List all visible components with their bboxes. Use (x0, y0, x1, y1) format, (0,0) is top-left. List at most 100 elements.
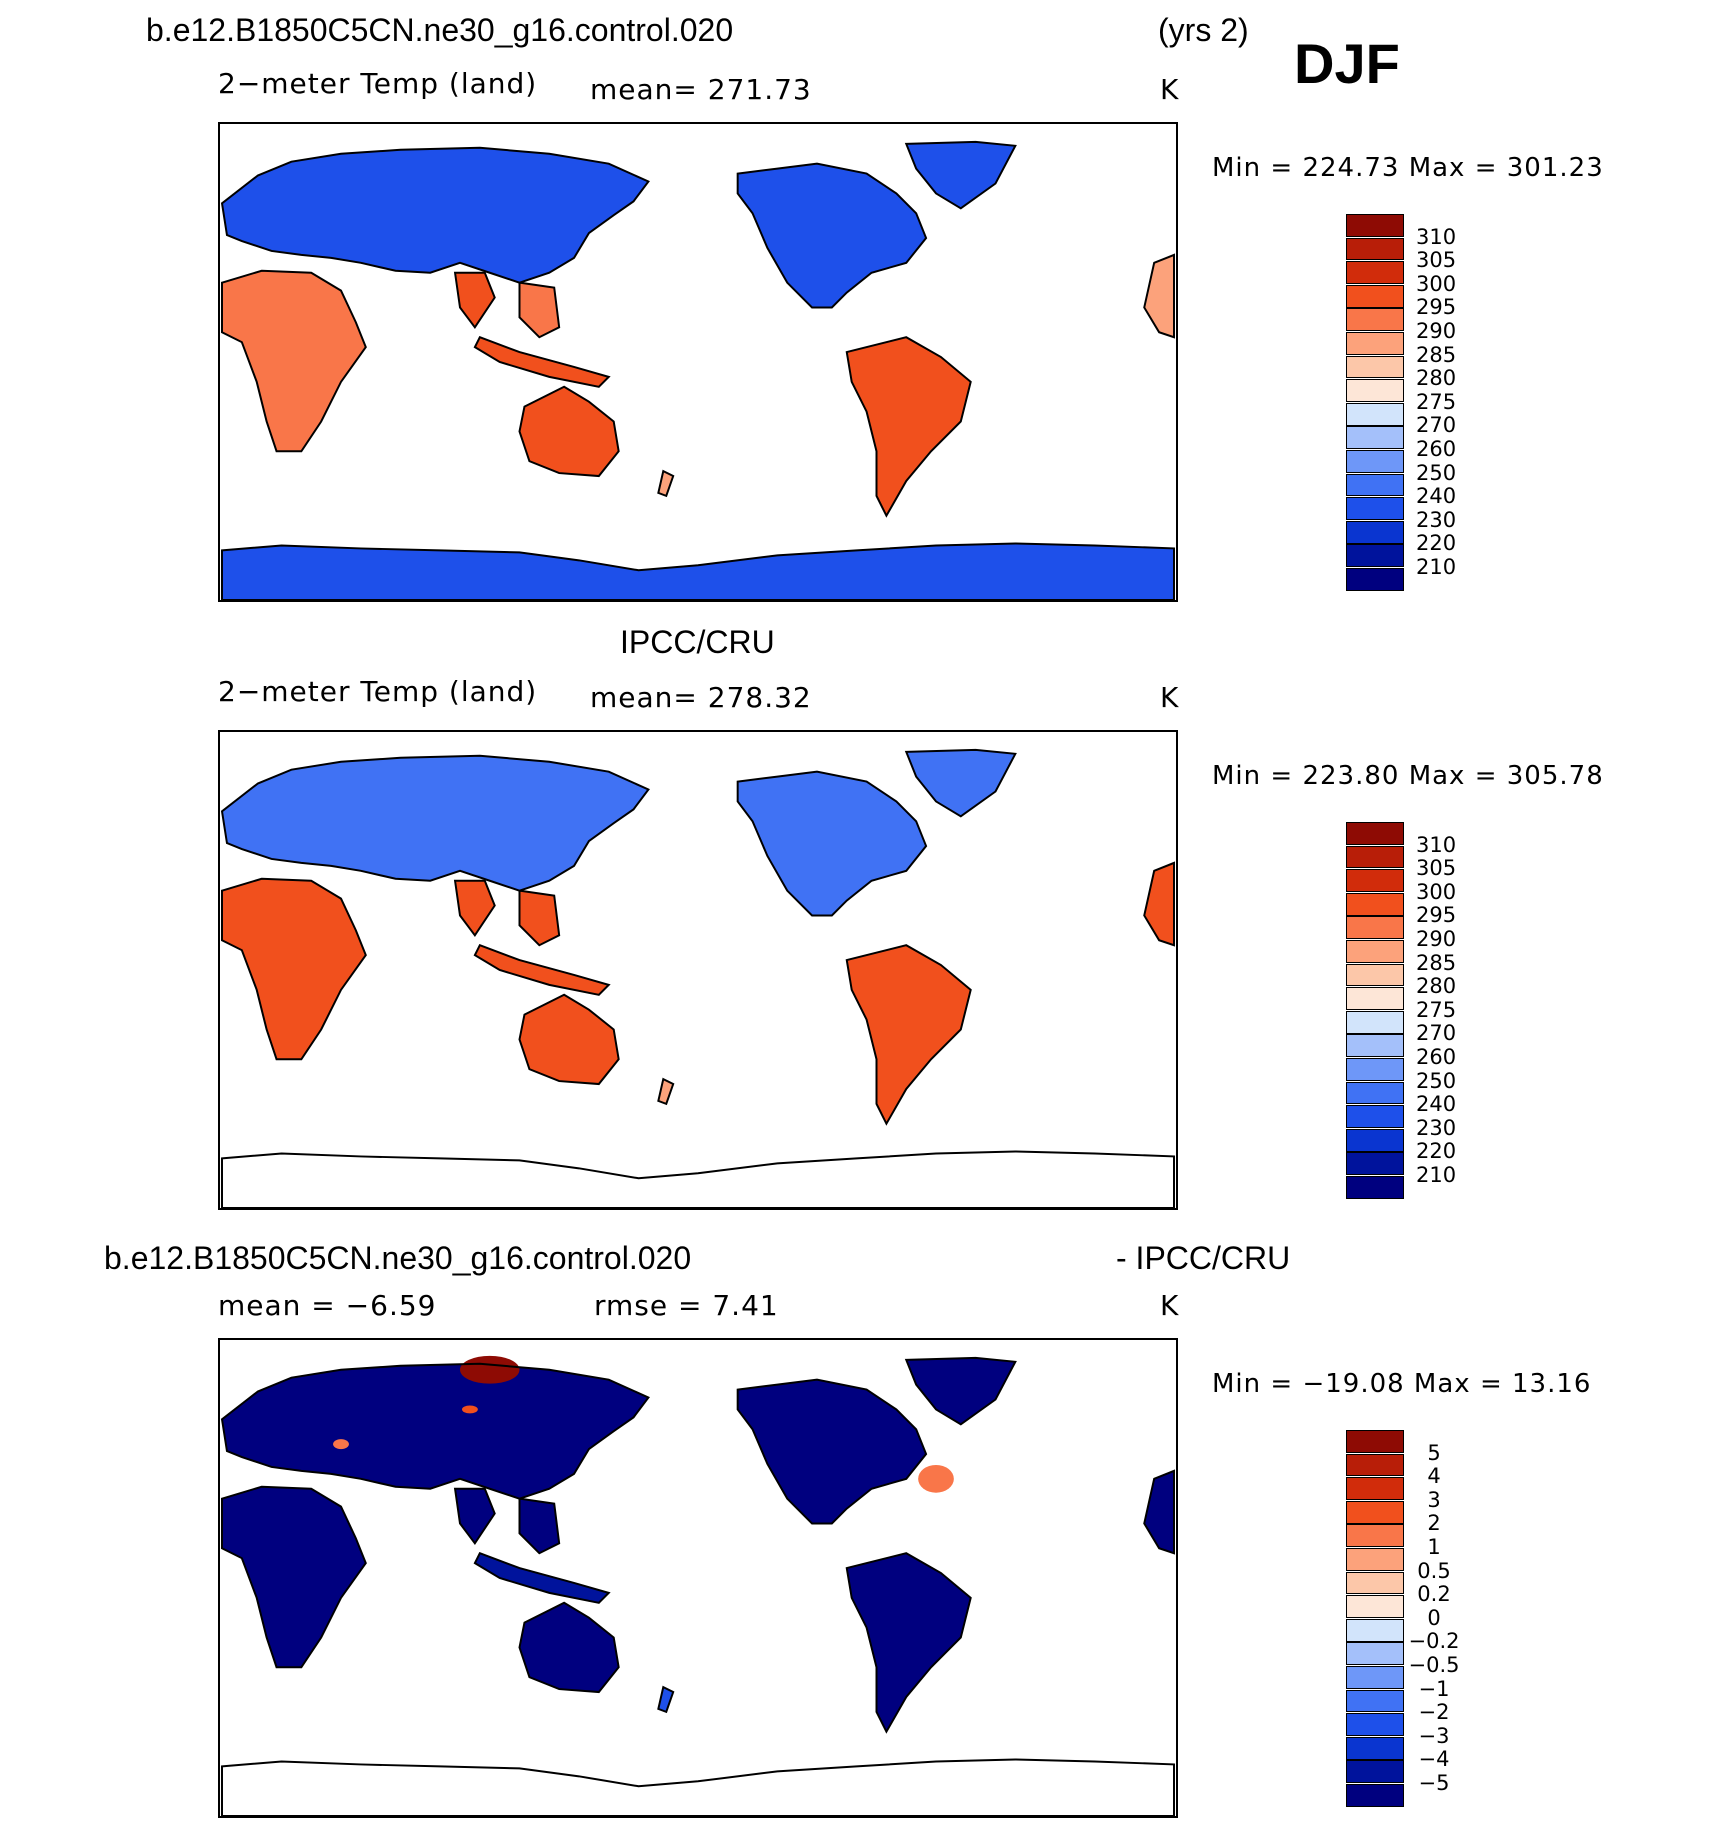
colorbar-label: −3 (1418, 1723, 1450, 1748)
colorbar-label: 270 (1416, 413, 1457, 438)
case-name-title: b.e12.B1850C5CN.ne30_g16.control.020 (146, 12, 734, 48)
colorbar-label: 250 (1416, 460, 1457, 485)
land-region-samerica (846, 945, 971, 1124)
panel2-variable: 2−meter Temp (land) (218, 675, 538, 708)
panel3-title-left: b.e12.B1850C5CN.ne30_g16.control.020 (104, 1240, 692, 1276)
coastline-australia (518, 385, 620, 478)
panel2-title: IPCC/CRU (620, 624, 775, 660)
colorbar-label: 4 (1427, 1464, 1441, 1489)
land-region-eur2 (1144, 1470, 1174, 1554)
coastline-eur2 (1143, 253, 1175, 339)
panel3-title-right: - IPCC/CRU (1116, 1240, 1291, 1276)
coastline-australia (518, 1601, 620, 1694)
map-fill (222, 141, 1174, 600)
colorbar-diff: −5 −4 −3 −2 −1 −0.5 −0.2 0 0.2 0.5 1 2 3 4 5 (1346, 1430, 1460, 1808)
anomaly-patch (333, 1439, 349, 1450)
coastline-africa (221, 877, 367, 1061)
colorbar-swatch (1346, 497, 1404, 521)
colorbar-swatch (1346, 1500, 1404, 1524)
land-region-seasia (519, 282, 560, 338)
colorbar-swatch (1346, 1010, 1404, 1034)
coastline-antarctica (221, 542, 1175, 600)
colorbar-swatch (1346, 426, 1404, 450)
colorbar-swatch (1346, 1453, 1404, 1477)
colorbar-label: 5 (1427, 1440, 1441, 1465)
coastline-eurasia (220, 754, 650, 892)
colorbar-label: 230 (1416, 507, 1457, 532)
colorbar-swatch (1346, 940, 1404, 963)
colorbar-label: 220 (1416, 1139, 1457, 1164)
coastline-samerica (845, 1552, 972, 1734)
land-region-samerica (846, 1553, 971, 1732)
colorbar-label: 310 (1416, 224, 1457, 249)
anomaly-patch (918, 1464, 954, 1493)
panel1-mean: mean= 271.73 (590, 73, 812, 106)
coastline-eur2 (1143, 1469, 1175, 1555)
coastline-indonesia (473, 335, 611, 388)
colorbar-label: 280 (1416, 974, 1457, 999)
coastline-greenland (904, 748, 1017, 818)
coastline-africa (221, 1485, 367, 1669)
colorbar-label: 0.2 (1417, 1582, 1451, 1607)
land-region-greenland (906, 749, 1016, 817)
colorbar-swatch (1346, 473, 1404, 497)
land-region-australia (519, 1602, 619, 1693)
land-region-namerica (737, 163, 927, 308)
colorbar-label: 275 (1416, 389, 1457, 414)
colorbar-label: 240 (1416, 484, 1457, 509)
coastline-samerica (845, 336, 972, 518)
land-region-australia (519, 994, 619, 1085)
colorbar-swatch (1346, 1689, 1404, 1713)
colorbar-swatch (1346, 1176, 1404, 1199)
colorbar-label: 210 (1416, 555, 1457, 579)
season-label: DJF (1294, 32, 1400, 95)
land-region-eur2 (1144, 254, 1174, 338)
coastline-australia (518, 993, 620, 1086)
colorbar-label: −5 (1418, 1771, 1450, 1795)
panel1-variable: 2−meter Temp (land) (218, 67, 538, 100)
coastline-antarctica (221, 1758, 1175, 1816)
panel2-units: K (1160, 681, 1180, 714)
map-panel-obs (218, 730, 1178, 1210)
colorbar-label: 300 (1416, 271, 1457, 296)
land-region-seasia (519, 890, 560, 946)
colorbar-swatch (1346, 1784, 1404, 1807)
colorbar-label: 305 (1416, 248, 1457, 273)
obs-map (220, 748, 1175, 1208)
colorbar-swatch (1346, 450, 1404, 473)
coastlines (220, 140, 1175, 600)
colorbar-swatch (1346, 355, 1404, 379)
anomaly-patch (461, 1405, 478, 1414)
coastline-nz (657, 1077, 675, 1106)
land-region-africa (222, 878, 366, 1060)
land-region-seasia (519, 1498, 560, 1554)
colorbar-label: 290 (1416, 927, 1457, 951)
colorbar-swatch (1346, 214, 1404, 237)
colorbar-model: 210 220 230 240 250 260 270 275 280 285 290 295 300 3… (1346, 214, 1456, 592)
coastline-india (453, 879, 496, 938)
colorbar-swatch (1346, 916, 1404, 940)
coastline-indonesia (473, 1551, 611, 1604)
land-region-africa (222, 1486, 366, 1668)
coastline-seasia (518, 1497, 561, 1555)
colorbar-label: −4 (1418, 1747, 1450, 1772)
colorbar-label: 310 (1416, 832, 1457, 857)
colorbar-label: 0.5 (1417, 1558, 1451, 1583)
coastline-africa (221, 269, 367, 453)
colorbar-swatch (1346, 1595, 1404, 1619)
coastline-antarctica (221, 1150, 1175, 1208)
colorbar-swatch (1346, 568, 1404, 591)
panel3-units: K (1160, 1289, 1180, 1322)
years-label: (yrs 2) (1158, 12, 1249, 48)
colorbar-label: 275 (1416, 997, 1457, 1022)
colorbar-label: −0.2 (1408, 1629, 1460, 1654)
colorbar-swatch (1346, 845, 1404, 869)
colorbar-swatch (1346, 1058, 1404, 1081)
colorbar-swatch (1346, 520, 1404, 544)
colorbar-swatch (1346, 869, 1404, 893)
panel1-minmax: Min = 224.73 Max = 301.23 (1212, 153, 1604, 183)
coastline-namerica (736, 770, 928, 917)
colorbar-swatch (1346, 1760, 1404, 1784)
land-region-indonesia (474, 945, 609, 995)
land-region-indonesia (474, 337, 609, 387)
